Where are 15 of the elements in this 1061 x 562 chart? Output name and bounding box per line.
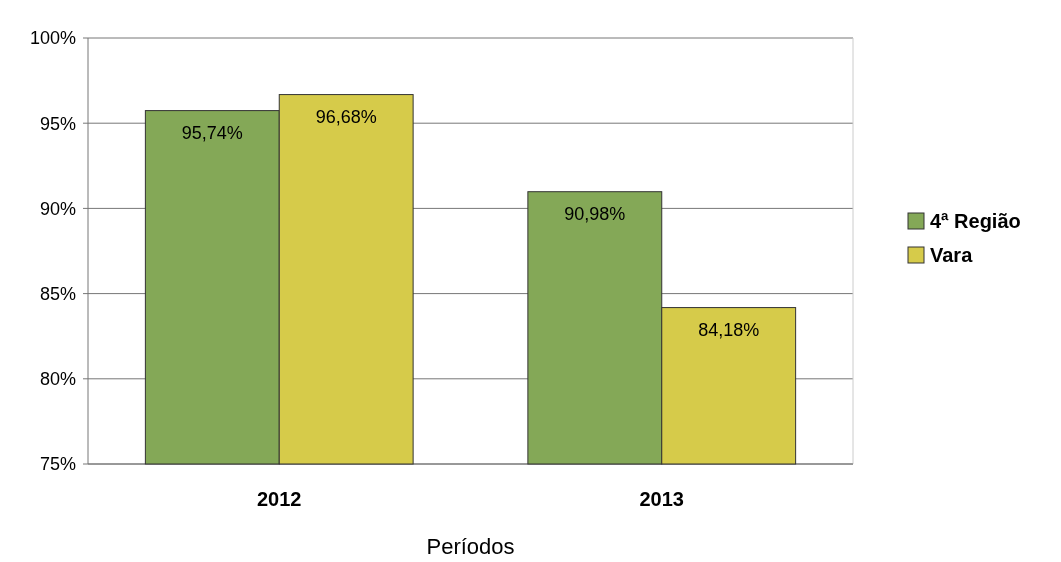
data-label: 95,74% xyxy=(181,122,243,143)
y-tick-label: 95% xyxy=(39,113,76,134)
legend-label: Vara xyxy=(930,244,974,266)
y-tick-label: 85% xyxy=(39,283,76,304)
y-tick-label: 80% xyxy=(39,369,76,390)
y-tick-label: 100% xyxy=(29,28,76,49)
legend-label: 4ª Região xyxy=(930,210,1021,232)
x-axis-title: Períodos xyxy=(426,534,515,559)
data-label: 96,68% xyxy=(315,106,377,127)
data-label: 84,18% xyxy=(698,319,760,340)
x-tick-label: 2012 xyxy=(257,488,302,510)
data-label: 90,98% xyxy=(564,203,626,224)
y-tick-label: 90% xyxy=(39,198,76,219)
x-tick-label: 2013 xyxy=(639,488,684,510)
y-tick-label: 75% xyxy=(39,454,76,475)
